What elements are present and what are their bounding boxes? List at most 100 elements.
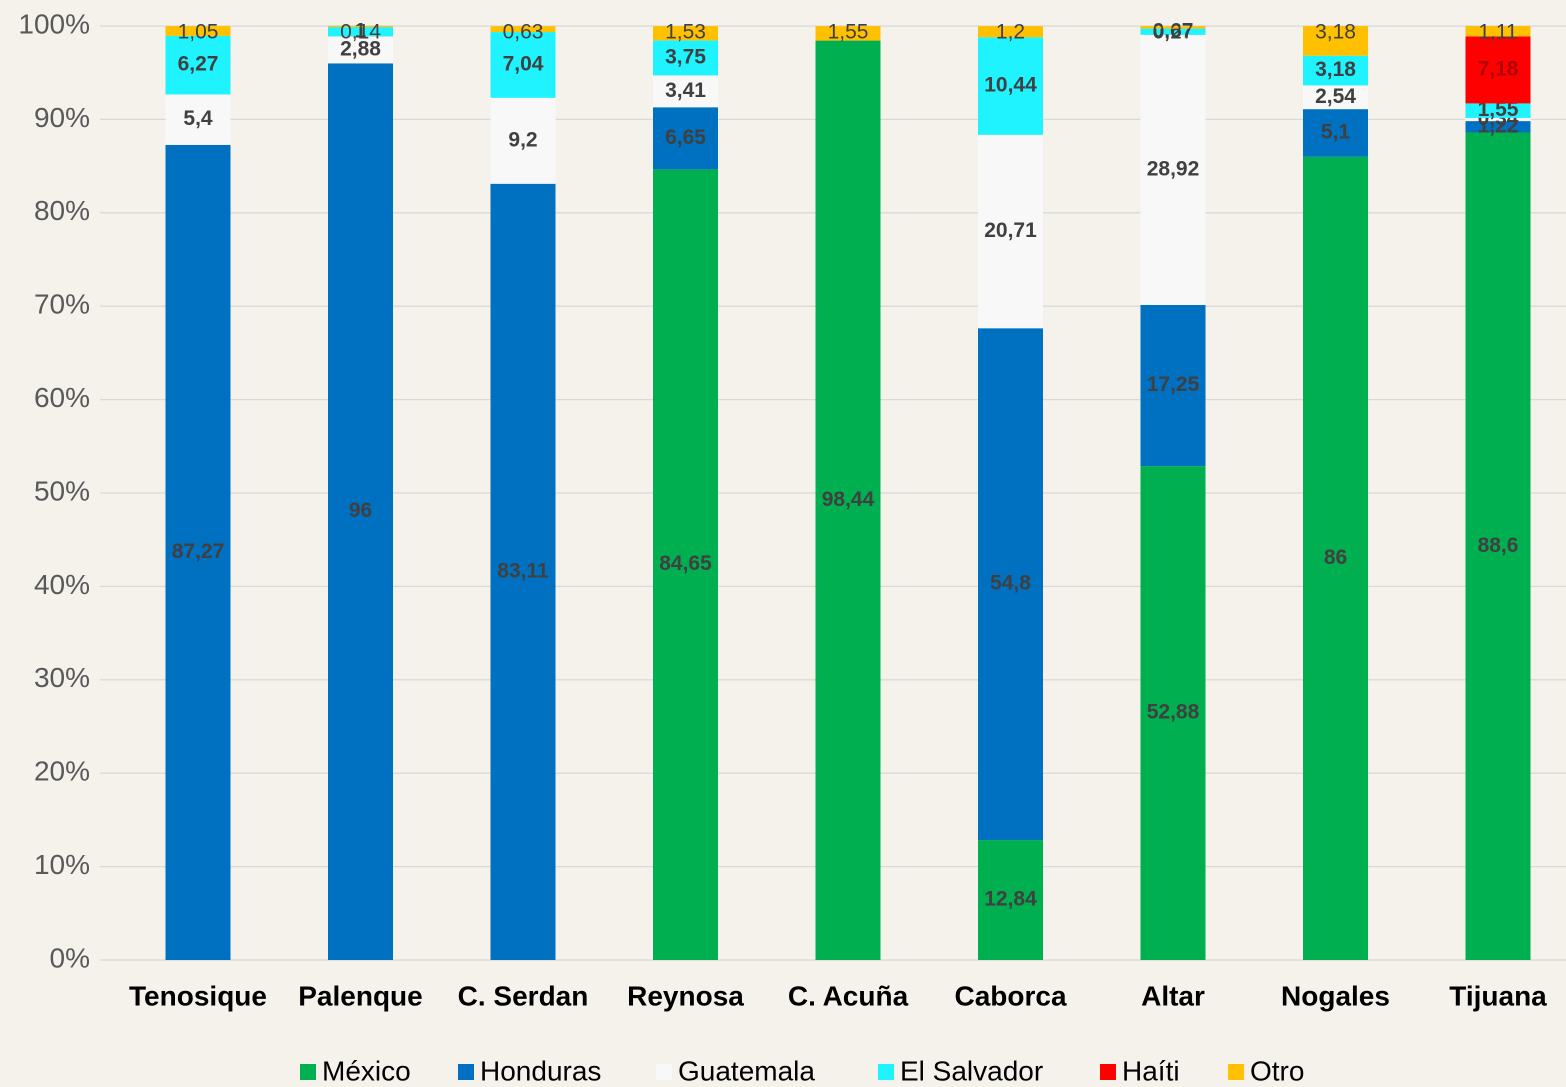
data-label: 0,67: [1153, 19, 1194, 42]
bar-segment: [653, 75, 718, 108]
data-label: 6,65: [665, 126, 706, 149]
legend-swatch: [1100, 1064, 1116, 1080]
x-tick-label: Tenosique: [129, 980, 267, 1011]
data-label: 28,92: [1147, 157, 1200, 180]
y-tick-label: 20%: [34, 756, 90, 787]
data-label: 12,84: [984, 888, 1037, 911]
data-label: 86: [1324, 546, 1347, 569]
bar-segment: [490, 32, 556, 98]
bar-segment: [490, 26, 556, 33]
bar-segment: [978, 840, 1043, 960]
data-label: 20,71: [984, 219, 1037, 242]
data-label: 6,27: [178, 53, 219, 76]
bar-segment: [328, 36, 393, 64]
bar-segment: [165, 35, 231, 95]
data-label: 3,18: [1315, 58, 1356, 81]
y-tick-label: 90%: [34, 102, 90, 133]
legend-label: El Salvador: [900, 1055, 1043, 1086]
bar-segment: [328, 63, 393, 961]
x-tick-label: Caborca: [954, 980, 1066, 1011]
x-tick-label: Palenque: [298, 980, 422, 1011]
bar-segment: [1465, 121, 1531, 133]
data-label: 5,1: [1321, 120, 1351, 143]
bar-segment: [1303, 85, 1368, 110]
data-label: 1,11: [1478, 21, 1517, 44]
bar-segment: [815, 40, 881, 961]
data-label: 84,65: [659, 552, 712, 575]
data-label: 54,8: [990, 572, 1031, 595]
legend-label: Haíti: [1122, 1055, 1180, 1086]
data-label: 1,53: [665, 21, 706, 44]
data-label: 1,55: [828, 21, 869, 44]
y-tick-label: 40%: [34, 569, 90, 600]
x-tick-label: C. Serdan: [458, 980, 589, 1011]
bar-segment: [1465, 36, 1531, 104]
bar-segment: [653, 26, 718, 41]
legend-swatch: [656, 1064, 672, 1080]
data-label: 87,27: [172, 540, 225, 563]
data-label: 2,88: [340, 37, 381, 60]
bar-segment: [1303, 156, 1368, 960]
bar-segment: [1303, 55, 1368, 86]
y-tick-label: 60%: [34, 382, 90, 413]
bar-segment: [1140, 26, 1206, 29]
bar-segment: [1303, 26, 1368, 56]
data-label: 88,6: [1478, 534, 1519, 557]
y-tick-label: 50%: [34, 475, 90, 506]
data-label: 9,2: [508, 128, 537, 151]
bar-segment: [328, 27, 393, 37]
data-label: 7,18: [1478, 57, 1519, 80]
bar-segment: [165, 94, 231, 145]
data-label: 0,14: [340, 20, 381, 43]
data-label: 52,88: [1147, 701, 1200, 724]
data-label: 3,75: [665, 45, 706, 68]
bar-segment: [1465, 26, 1531, 37]
data-label: 1: [355, 19, 367, 42]
x-tick-label: Tijuana: [1449, 980, 1547, 1011]
legend-swatch: [878, 1064, 894, 1080]
bar-segment: [1465, 117, 1531, 122]
y-tick-label: 10%: [34, 849, 90, 880]
x-tick-label: Altar: [1141, 980, 1205, 1011]
bar-segment: [328, 25, 393, 28]
data-label: 10,44: [984, 74, 1037, 97]
legend-swatch: [1228, 1064, 1244, 1080]
data-label: 1,05: [178, 21, 219, 44]
bar-segment: [1303, 109, 1368, 157]
x-tick-label: C. Acuña: [788, 980, 909, 1011]
bar-segment: [490, 183, 556, 961]
legend-swatch: [458, 1064, 474, 1080]
data-label: 98,44: [822, 488, 875, 511]
y-tick-label: 30%: [34, 662, 90, 693]
x-tick-label: Nogales: [1281, 980, 1390, 1011]
data-label: 1,55: [1478, 98, 1519, 121]
bar-segment: [978, 328, 1043, 841]
data-label: 7,04: [503, 52, 544, 75]
data-label: 0,27: [1153, 21, 1194, 44]
data-label: 83,11: [497, 559, 549, 582]
data-label: 5,4: [183, 107, 213, 130]
legend-label: Otro: [1250, 1055, 1304, 1086]
legend-label: México: [322, 1055, 411, 1086]
x-tick-label: Reynosa: [627, 980, 744, 1011]
bar-segment: [653, 40, 718, 76]
data-label: 1,2: [996, 21, 1025, 44]
bar-segment: [653, 169, 718, 960]
bar-segment: [1140, 28, 1206, 35]
bar-segment: [165, 26, 231, 36]
legend-label: Honduras: [480, 1055, 601, 1086]
bar-segment: [978, 134, 1043, 329]
bar-segment: [978, 37, 1043, 135]
data-label: 0,63: [503, 21, 544, 44]
data-label: 2,54: [1315, 85, 1356, 108]
legend-swatch: [300, 1064, 316, 1080]
bar-segment: [1140, 466, 1206, 960]
y-tick-label: 0%: [50, 942, 90, 973]
y-tick-label: 100%: [18, 8, 90, 39]
bar-segment: [653, 107, 718, 170]
bar-segment: [815, 26, 881, 41]
bar-segment: [1465, 132, 1531, 960]
y-tick-label: 80%: [34, 195, 90, 226]
y-tick-label: 70%: [34, 289, 90, 320]
